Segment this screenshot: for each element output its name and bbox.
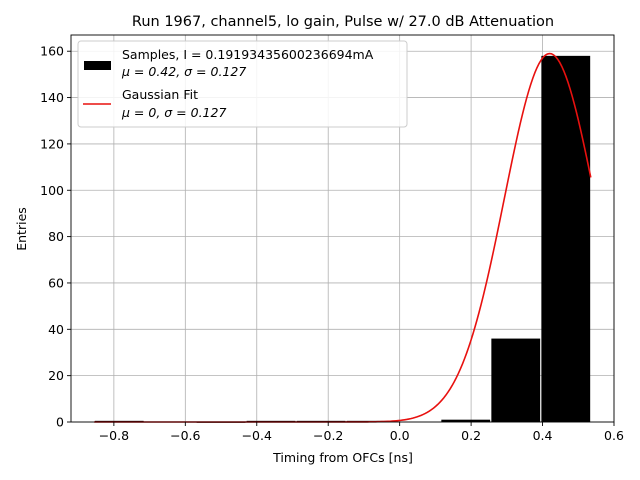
x-tick-label: −0.4	[242, 428, 272, 443]
x-tick-label: −0.6	[170, 428, 200, 443]
plot-frame	[70, 34, 615, 423]
legend-box	[77, 40, 408, 128]
x-tick-label: 0.4	[533, 428, 553, 443]
x-tick-label: 0.2	[461, 428, 481, 443]
x-tick-label: −0.2	[313, 428, 343, 443]
y-tick-label: 60	[48, 275, 64, 290]
histogram-bars	[94, 55, 591, 423]
legend-label-samples: Samples, I = 0.19193435600236694mA	[122, 47, 374, 62]
x-tick-label: −0.8	[99, 428, 129, 443]
histogram-bar	[541, 55, 591, 422]
legend: Samples, I = 0.19193435600236694mA μ = 0…	[77, 40, 408, 128]
x-axis-ticks: −0.8 −0.6 −0.4 −0.2 0.0 0.2 0.4 0.6	[99, 422, 624, 443]
legend-label-gaussian-fit: Gaussian Fit	[122, 87, 198, 102]
y-tick-label: 100	[40, 183, 64, 198]
x-tick-label: 0.0	[390, 428, 410, 443]
histogram-bar	[491, 338, 541, 422]
y-tick-label: 20	[48, 368, 64, 383]
y-tick-label: 160	[40, 44, 64, 59]
y-tick-label: 40	[48, 322, 64, 337]
x-tick-label: 0.6	[604, 428, 624, 443]
y-tick-label: 0	[56, 415, 64, 430]
legend-swatch-samples	[84, 61, 111, 70]
chart-title: Run 1967, channel5, lo gain, Pulse w/ 27…	[132, 14, 554, 30]
y-tick-label: 80	[48, 229, 64, 244]
y-axis-label: Entries	[14, 207, 29, 251]
y-tick-label: 140	[40, 90, 64, 105]
histogram-bar	[441, 419, 491, 422]
y-axis-ticks: 0 20 40 60 80 100 120 140 160	[40, 44, 71, 430]
x-axis-label: Timing from OFCs [ns]	[272, 450, 413, 465]
legend-sublabel-gaussian-fit: μ = 0, σ = 0.127	[121, 105, 226, 120]
y-tick-label: 120	[40, 136, 64, 151]
legend-sublabel-samples: μ = 0.42, σ = 0.127	[121, 64, 246, 79]
